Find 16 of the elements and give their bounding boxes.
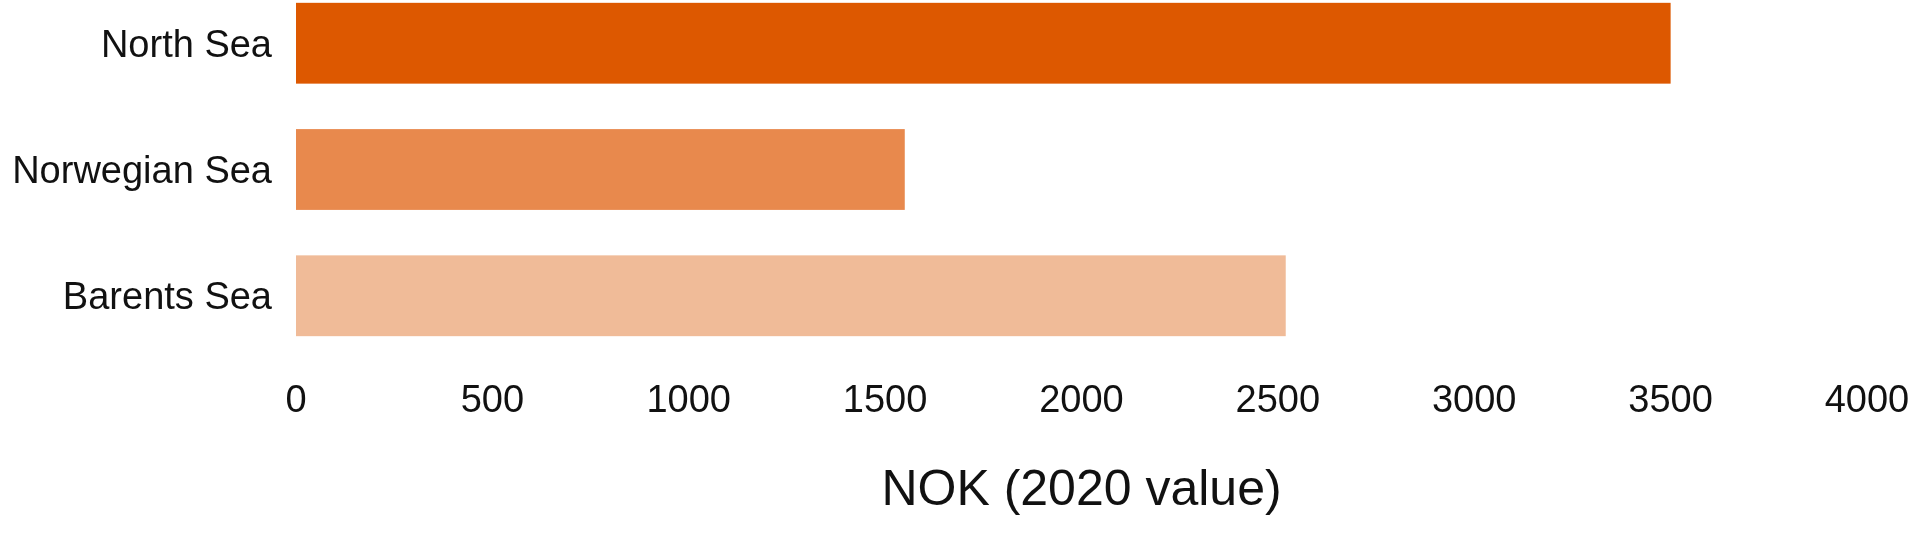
x-tick-label: 1500 — [842, 378, 928, 420]
x-tick-label: 0 — [285, 378, 307, 420]
y-tick-label: Barents Sea — [62, 275, 273, 318]
y-tick-label: Norwegian Sea — [12, 148, 273, 191]
x-tick-label: 2000 — [1039, 378, 1124, 420]
y-tick-label: North Sea — [100, 22, 273, 65]
x-tick-label: 2500 — [1235, 378, 1321, 420]
x-tick-label: 3500 — [1628, 378, 1713, 420]
x-tick-label: 500 — [460, 378, 525, 420]
x-axis-title: NOK (2020 value) — [881, 460, 1282, 516]
bar — [296, 129, 905, 210]
x-tick-label: 1000 — [646, 378, 732, 420]
bar — [296, 255, 1286, 337]
x-tick-label: 4000 — [1824, 378, 1910, 420]
bar — [296, 2, 1671, 84]
x-tick-label: 3000 — [1431, 378, 1517, 420]
